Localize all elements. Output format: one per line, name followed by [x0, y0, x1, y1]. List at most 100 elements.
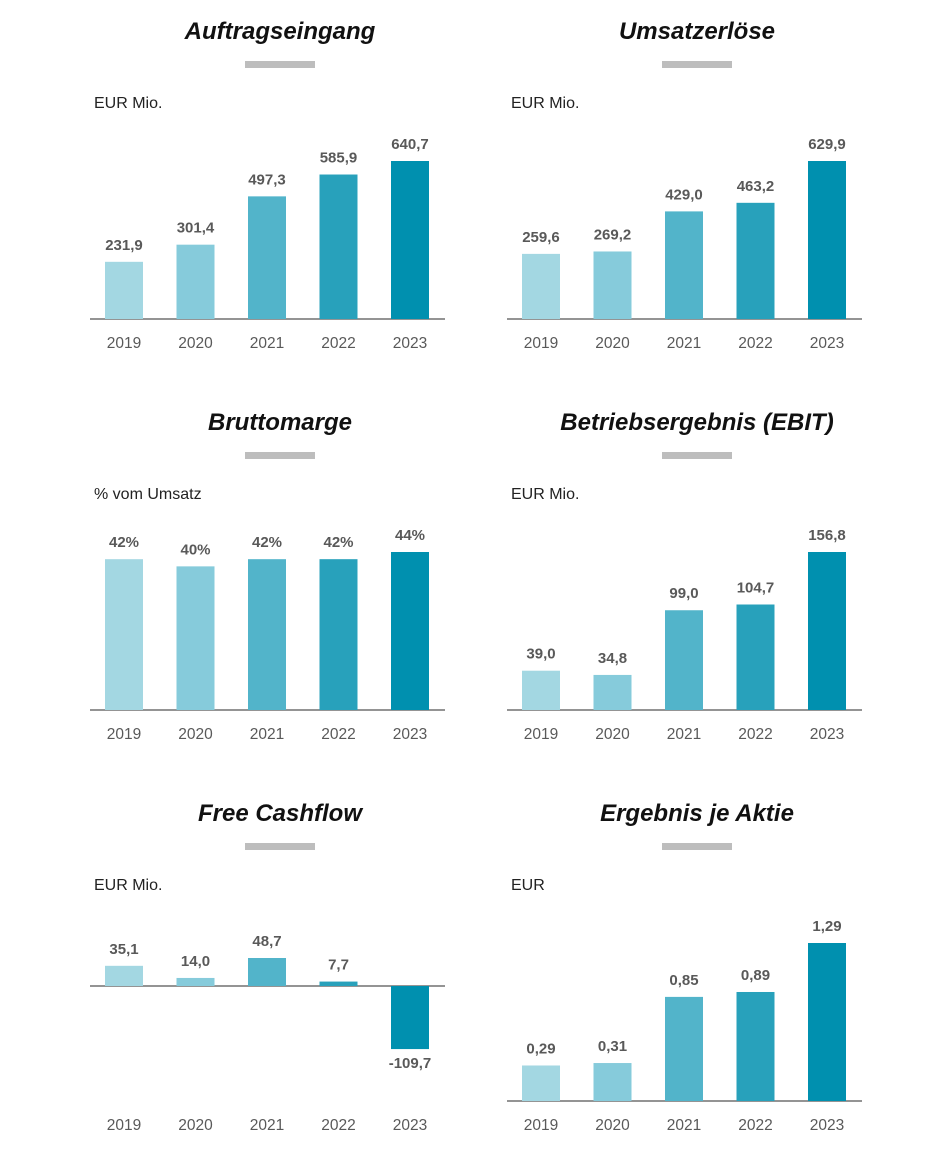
x-tick-label: 2023	[810, 335, 844, 352]
bar-chart: 42% 2019 40% 2020 42% 2021 42% 2022 44% 2023	[90, 527, 445, 743]
data-label: -109,7	[389, 1055, 432, 1072]
unit-label: EUR Mio.	[511, 95, 580, 112]
x-tick-label: 2021	[667, 1117, 701, 1134]
bar-2022	[736, 604, 775, 710]
bar-2023	[808, 161, 846, 319]
unit-label: EUR Mio.	[94, 95, 163, 112]
bar-2023	[808, 943, 846, 1101]
chart-panel-umsatzerloese: Umsatzerlöse EUR Mio. 259,6 2019 269,2 2020…	[507, 0, 887, 390]
data-label: 269,2	[594, 226, 632, 243]
data-label: 40%	[180, 541, 210, 558]
bar-2022	[319, 981, 358, 986]
x-tick-label: 2022	[321, 726, 355, 743]
bar-2020	[176, 977, 215, 986]
data-label: 0,89	[741, 967, 770, 984]
x-tick-label: 2019	[524, 1117, 558, 1134]
unit-label: EUR Mio.	[94, 877, 163, 894]
x-tick-label: 2020	[178, 335, 213, 352]
x-tick-label: 2022	[321, 1117, 355, 1134]
data-label: 156,8	[808, 527, 846, 544]
bar-2021	[248, 196, 286, 319]
title-underline	[662, 843, 732, 850]
bar-2019	[105, 559, 143, 710]
chart-panel-free-cashflow: Free Cashflow EUR Mio. 35,1 2019 14,0 2020 4…	[90, 782, 470, 1172]
bar-2020	[176, 566, 215, 710]
chart-title: Bruttomarge	[207, 409, 352, 436]
x-tick-label: 2021	[250, 726, 284, 743]
unit-label: EUR	[511, 877, 545, 894]
bar-2022	[736, 202, 775, 319]
x-tick-label: 2020	[595, 335, 630, 352]
bar-chart: 35,1 2019 14,0 2020 48,7 2021 7,7 2022 -109,7 202…	[90, 933, 445, 1134]
data-label: 14,0	[181, 953, 210, 970]
x-tick-label: 2021	[667, 335, 701, 352]
chart-title: Free Cashflow	[197, 800, 363, 827]
x-tick-label: 2020	[595, 726, 630, 743]
bar-2020	[593, 251, 632, 319]
bar-2021	[248, 958, 286, 986]
x-tick-label: 2023	[393, 335, 427, 352]
x-tick-label: 2023	[810, 1117, 844, 1134]
bar-2020	[593, 1063, 632, 1101]
title-underline	[245, 843, 315, 850]
bar-2020	[593, 674, 632, 710]
bar-chart: 259,6 2019 269,2 2020 429,0 2021 463,2 2022 629,…	[507, 136, 862, 352]
bar-2023	[391, 552, 429, 710]
data-label: 39,0	[526, 646, 555, 663]
bar-2023	[391, 161, 429, 319]
data-label: 35,1	[109, 941, 138, 958]
x-tick-label: 2022	[321, 335, 355, 352]
data-label: 34,8	[598, 650, 627, 667]
data-label: 7,7	[328, 957, 349, 974]
x-tick-label: 2020	[178, 1117, 213, 1134]
x-tick-label: 2023	[393, 726, 427, 743]
data-label: 429,0	[665, 186, 703, 203]
data-label: 44%	[395, 527, 425, 544]
data-label: 0,29	[526, 1040, 555, 1057]
chart-panel-bruttomarge: Bruttomarge % vom Umsatz 42% 2019 40% 2020 4…	[90, 391, 470, 781]
title-underline	[245, 61, 315, 68]
data-label: 585,9	[320, 150, 358, 167]
chart-title: Betriebsergebnis (EBIT)	[560, 409, 834, 436]
data-label: 301,4	[177, 220, 215, 237]
bar-2019	[522, 670, 560, 710]
x-tick-label: 2019	[107, 726, 141, 743]
x-tick-label: 2020	[595, 1117, 630, 1134]
bar-2019	[522, 253, 560, 319]
x-tick-label: 2021	[250, 1117, 284, 1134]
chart-panel-ebit: Betriebsergebnis (EBIT) EUR Mio. 39,0 201…	[507, 391, 887, 781]
bar-2021	[665, 211, 703, 319]
bar-2020	[176, 244, 215, 319]
data-label: 0,31	[598, 1038, 627, 1055]
bar-2021	[665, 996, 703, 1101]
x-tick-label: 2022	[738, 1117, 772, 1134]
data-label: 42%	[109, 534, 139, 551]
data-label: 48,7	[252, 933, 281, 950]
bar-2019	[105, 965, 143, 986]
unit-label: EUR Mio.	[511, 486, 580, 503]
chart-title: Ergebnis je Aktie	[600, 800, 794, 827]
bar-2021	[665, 610, 703, 710]
data-label: 104,7	[737, 579, 775, 596]
x-tick-label: 2019	[107, 1117, 141, 1134]
bar-2022	[319, 559, 358, 710]
data-label: 42%	[252, 534, 282, 551]
data-label: 0,85	[669, 972, 698, 989]
x-tick-label: 2019	[107, 335, 141, 352]
x-tick-label: 2020	[178, 726, 213, 743]
data-label: 259,6	[522, 229, 560, 246]
chart-title: Umsatzerlöse	[618, 18, 776, 45]
chart-panel-ergebnis-je-aktie: Ergebnis je Aktie EUR 0,29 2019 0,31 2020 0,…	[507, 782, 887, 1172]
bar-2022	[319, 174, 358, 319]
bar-chart: 0,29 2019 0,31 2020 0,85 2021 0,89 2022 1,29 2023	[507, 918, 862, 1134]
data-label: 42%	[323, 534, 353, 551]
data-label: 463,2	[737, 178, 775, 195]
bar-2022	[736, 991, 775, 1101]
bar-chart: 231,9 2019 301,4 2020 497,3 2021 585,9 2022 640,…	[90, 136, 445, 352]
bar-2019	[522, 1065, 560, 1101]
unit-label: % vom Umsatz	[94, 486, 202, 503]
bar-2021	[248, 559, 286, 710]
bar-2019	[105, 261, 143, 319]
x-tick-label: 2021	[667, 726, 701, 743]
x-tick-label: 2021	[250, 335, 284, 352]
